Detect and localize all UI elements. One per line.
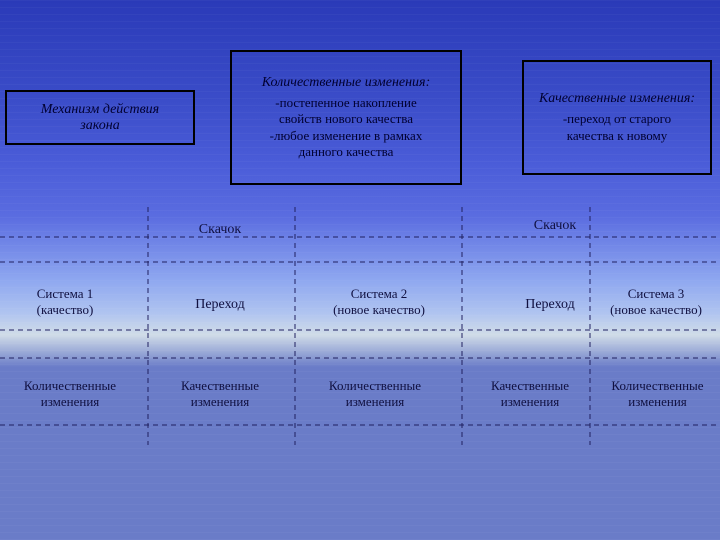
changes-ch3: Количественныеизменения xyxy=(300,372,450,416)
text-line: изменения xyxy=(595,394,720,410)
box-body-line: данного качества xyxy=(299,144,394,160)
changes-ch5: Количественныеизменения xyxy=(595,372,720,416)
text-line: Количественные xyxy=(595,378,720,394)
text-line: (новое качество) xyxy=(300,302,458,318)
box-title-line: закона xyxy=(80,118,119,134)
label-perehod2: Переход xyxy=(505,297,595,313)
system-sys2: Система 2(новое качество) xyxy=(300,280,458,324)
changes-ch2: Качественныеизменения xyxy=(155,372,285,416)
box-body-line: свойств нового качества xyxy=(279,111,413,127)
text-line: Качественные xyxy=(155,378,285,394)
box-title: Качественные изменения: xyxy=(539,91,695,107)
box-body-line: -переход от старого xyxy=(563,111,671,127)
text-line: изменения xyxy=(470,394,590,410)
text-line: Система 2 xyxy=(300,286,458,302)
text-line: изменения xyxy=(0,394,140,410)
box-body-line: -любое изменение в рамках xyxy=(270,128,423,144)
box-title: Количественные изменения: xyxy=(262,75,430,91)
system-sys1: Система 1(качество) xyxy=(5,280,125,324)
changes-ch1: Количественныеизменения xyxy=(0,372,140,416)
label-skachok1: Скачок xyxy=(175,222,265,238)
text-line: Система 3 xyxy=(592,286,720,302)
text-line: (новое качество) xyxy=(592,302,720,318)
text-line: изменения xyxy=(300,394,450,410)
label-perehod1: Переход xyxy=(175,297,265,313)
text-line: Качественные xyxy=(470,378,590,394)
diagram-canvas: Механизм действиязакона Количественные из… xyxy=(0,0,720,540)
system-sys3: Система 3(новое качество) xyxy=(592,280,720,324)
changes-ch4: Качественныеизменения xyxy=(470,372,590,416)
text-line: Количественные xyxy=(0,378,140,394)
text-line: Система 1 xyxy=(5,286,125,302)
text-line: Количественные xyxy=(300,378,450,394)
top-box-quant: Количественные изменения: -постепенное на… xyxy=(230,50,462,185)
box-body-line: качества к новому xyxy=(567,128,668,144)
text-line: изменения xyxy=(155,394,285,410)
label-skachok2: Скачок xyxy=(510,218,600,234)
top-box-mech: Механизм действиязакона xyxy=(5,90,195,145)
top-box-qual: Качественные изменения: -переход от старо… xyxy=(522,60,712,175)
box-body-line: -постепенное накопление xyxy=(275,95,416,111)
text-line: (качество) xyxy=(5,302,125,318)
box-title-line: Механизм действия xyxy=(41,102,159,118)
